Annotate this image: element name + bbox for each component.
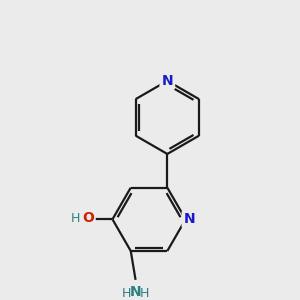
Text: H: H [122, 286, 132, 300]
Text: H: H [71, 212, 81, 225]
Text: N: N [130, 285, 141, 299]
Text: H: H [140, 286, 149, 300]
Text: N: N [161, 74, 173, 88]
Text: O: O [82, 211, 94, 225]
Text: N: N [184, 212, 195, 226]
